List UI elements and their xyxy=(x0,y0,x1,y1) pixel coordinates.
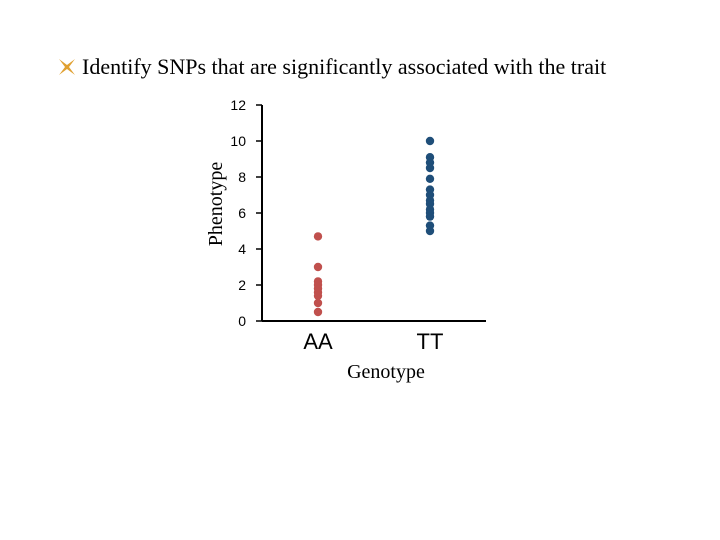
data-point xyxy=(313,307,323,317)
y-tick-label: 6 xyxy=(238,205,246,221)
data-point xyxy=(313,298,323,308)
data-point xyxy=(425,212,435,221)
data-point xyxy=(425,174,435,183)
data-point xyxy=(425,136,435,146)
bullet-text: Identify SNPs that are significantly ass… xyxy=(82,54,607,79)
y-axis-title: Phenotype xyxy=(205,162,227,247)
data-point xyxy=(313,232,323,241)
x-axis-category-labels: AA TT xyxy=(303,329,443,354)
bullet-line: Identify SNPs that are significantly ass… xyxy=(56,54,606,80)
x-category-label: AA xyxy=(303,329,333,354)
y-tick-label: 0 xyxy=(238,313,246,329)
y-tick-label: 2 xyxy=(238,277,246,293)
y-tick-label: 10 xyxy=(230,133,246,149)
y-axis-ticks: 0 2 4 6 8 10 12 xyxy=(230,97,262,329)
y-tick-label: 4 xyxy=(238,241,246,257)
y-tick-label: 12 xyxy=(230,97,246,113)
data-point xyxy=(425,163,435,173)
x-category-label: TT xyxy=(417,329,444,354)
data-point xyxy=(313,262,323,272)
data-point xyxy=(425,226,435,236)
data-points xyxy=(313,136,435,317)
data-point xyxy=(313,291,323,300)
y-tick-label: 8 xyxy=(238,169,246,185)
chart-axes xyxy=(261,105,486,322)
x-mark-bullet-icon xyxy=(56,56,78,78)
x-axis-title: Genotype xyxy=(347,361,425,383)
